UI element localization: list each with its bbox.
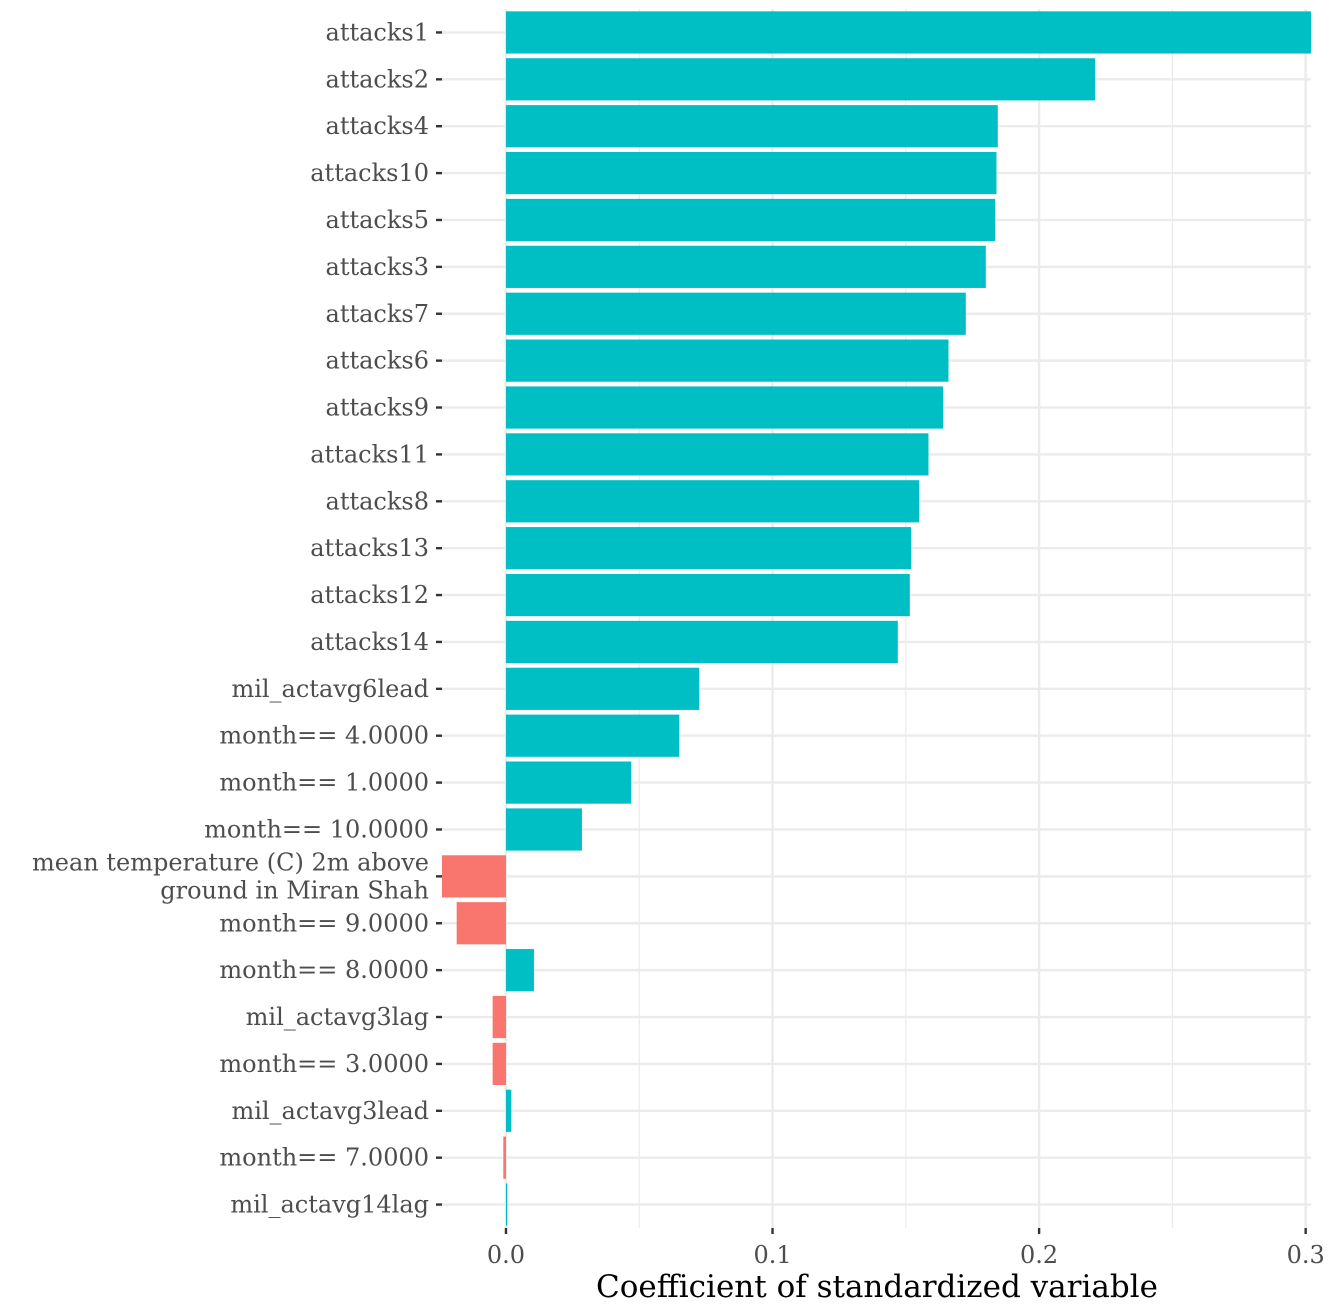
bar [505, 151, 997, 195]
y-tick-label: month== 7.0000 [219, 1144, 429, 1172]
bar [505, 1183, 508, 1226]
bar [442, 855, 506, 898]
x-tick-label: 0.1 [753, 1241, 791, 1269]
bar [505, 245, 986, 288]
y-tick-label: mean temperature (C) 2m above ground in M… [32, 848, 429, 904]
bar [505, 573, 910, 617]
y-tick-label: attacks7 [326, 300, 429, 328]
bar [505, 714, 680, 757]
y-tick-label: attacks6 [326, 347, 429, 375]
y-tick-label: attacks5 [326, 206, 429, 234]
y-tick-label: month== 1.0000 [219, 769, 429, 797]
bar [505, 808, 582, 851]
bar [492, 995, 506, 1039]
x-axis-title: Coefficient of standardized variable [596, 1269, 1158, 1304]
bar [505, 292, 966, 335]
bar [505, 667, 700, 710]
bar [505, 339, 949, 382]
y-tick-label: attacks2 [326, 65, 429, 93]
y-tick-label: attacks12 [310, 581, 429, 609]
x-axis: 0.0 0.1 0.2 0.3 [487, 1228, 1325, 1269]
y-tick-label: attacks14 [310, 628, 429, 656]
x-tick-label: 0.0 [487, 1241, 525, 1269]
y-tick-label: mil_actavg6lead [231, 675, 429, 703]
y-tick-label: attacks9 [326, 394, 429, 422]
x-tick-label: 0.2 [1020, 1241, 1058, 1269]
y-tick-label: month== 3.0000 [219, 1050, 429, 1078]
y-tick-label: month== 8.0000 [219, 956, 429, 984]
y-tick-label: mil_actavg14lag [230, 1191, 429, 1219]
y-tick-label: month== 9.0000 [219, 909, 429, 937]
bar [503, 1136, 506, 1179]
bar [505, 527, 912, 570]
bar [505, 58, 1096, 101]
y-tick-label: attacks3 [326, 253, 429, 281]
y-tick-label: attacks13 [310, 534, 429, 562]
bar [456, 902, 506, 945]
y-axis: attacks1 attacks2 attacks4 attacks10 attacks… [32, 18, 442, 1219]
y-tick-label: month== 10.0000 [204, 815, 429, 843]
y-tick-label: attacks4 [326, 112, 429, 140]
bar [505, 198, 996, 242]
y-tick-label: mil_actavg3lag [246, 1003, 429, 1031]
bar [492, 1042, 506, 1086]
y-tick-label: month== 4.0000 [219, 722, 429, 750]
x-tick-label: 0.3 [1287, 1241, 1325, 1269]
bar [505, 11, 1311, 54]
bar [505, 433, 929, 476]
y-tick-label: attacks1 [326, 18, 429, 46]
y-tick-label: attacks8 [326, 487, 429, 515]
bar [505, 386, 944, 429]
bar [505, 105, 998, 148]
y-tick-label: attacks11 [310, 440, 429, 468]
y-tick-label: mil_actavg3lead [231, 1097, 429, 1125]
bar [505, 480, 920, 523]
y-tick-label: attacks10 [310, 159, 429, 187]
bar [505, 620, 898, 664]
bar [505, 949, 534, 992]
bar [505, 761, 632, 804]
bars [442, 11, 1311, 1226]
bar [505, 1089, 512, 1132]
